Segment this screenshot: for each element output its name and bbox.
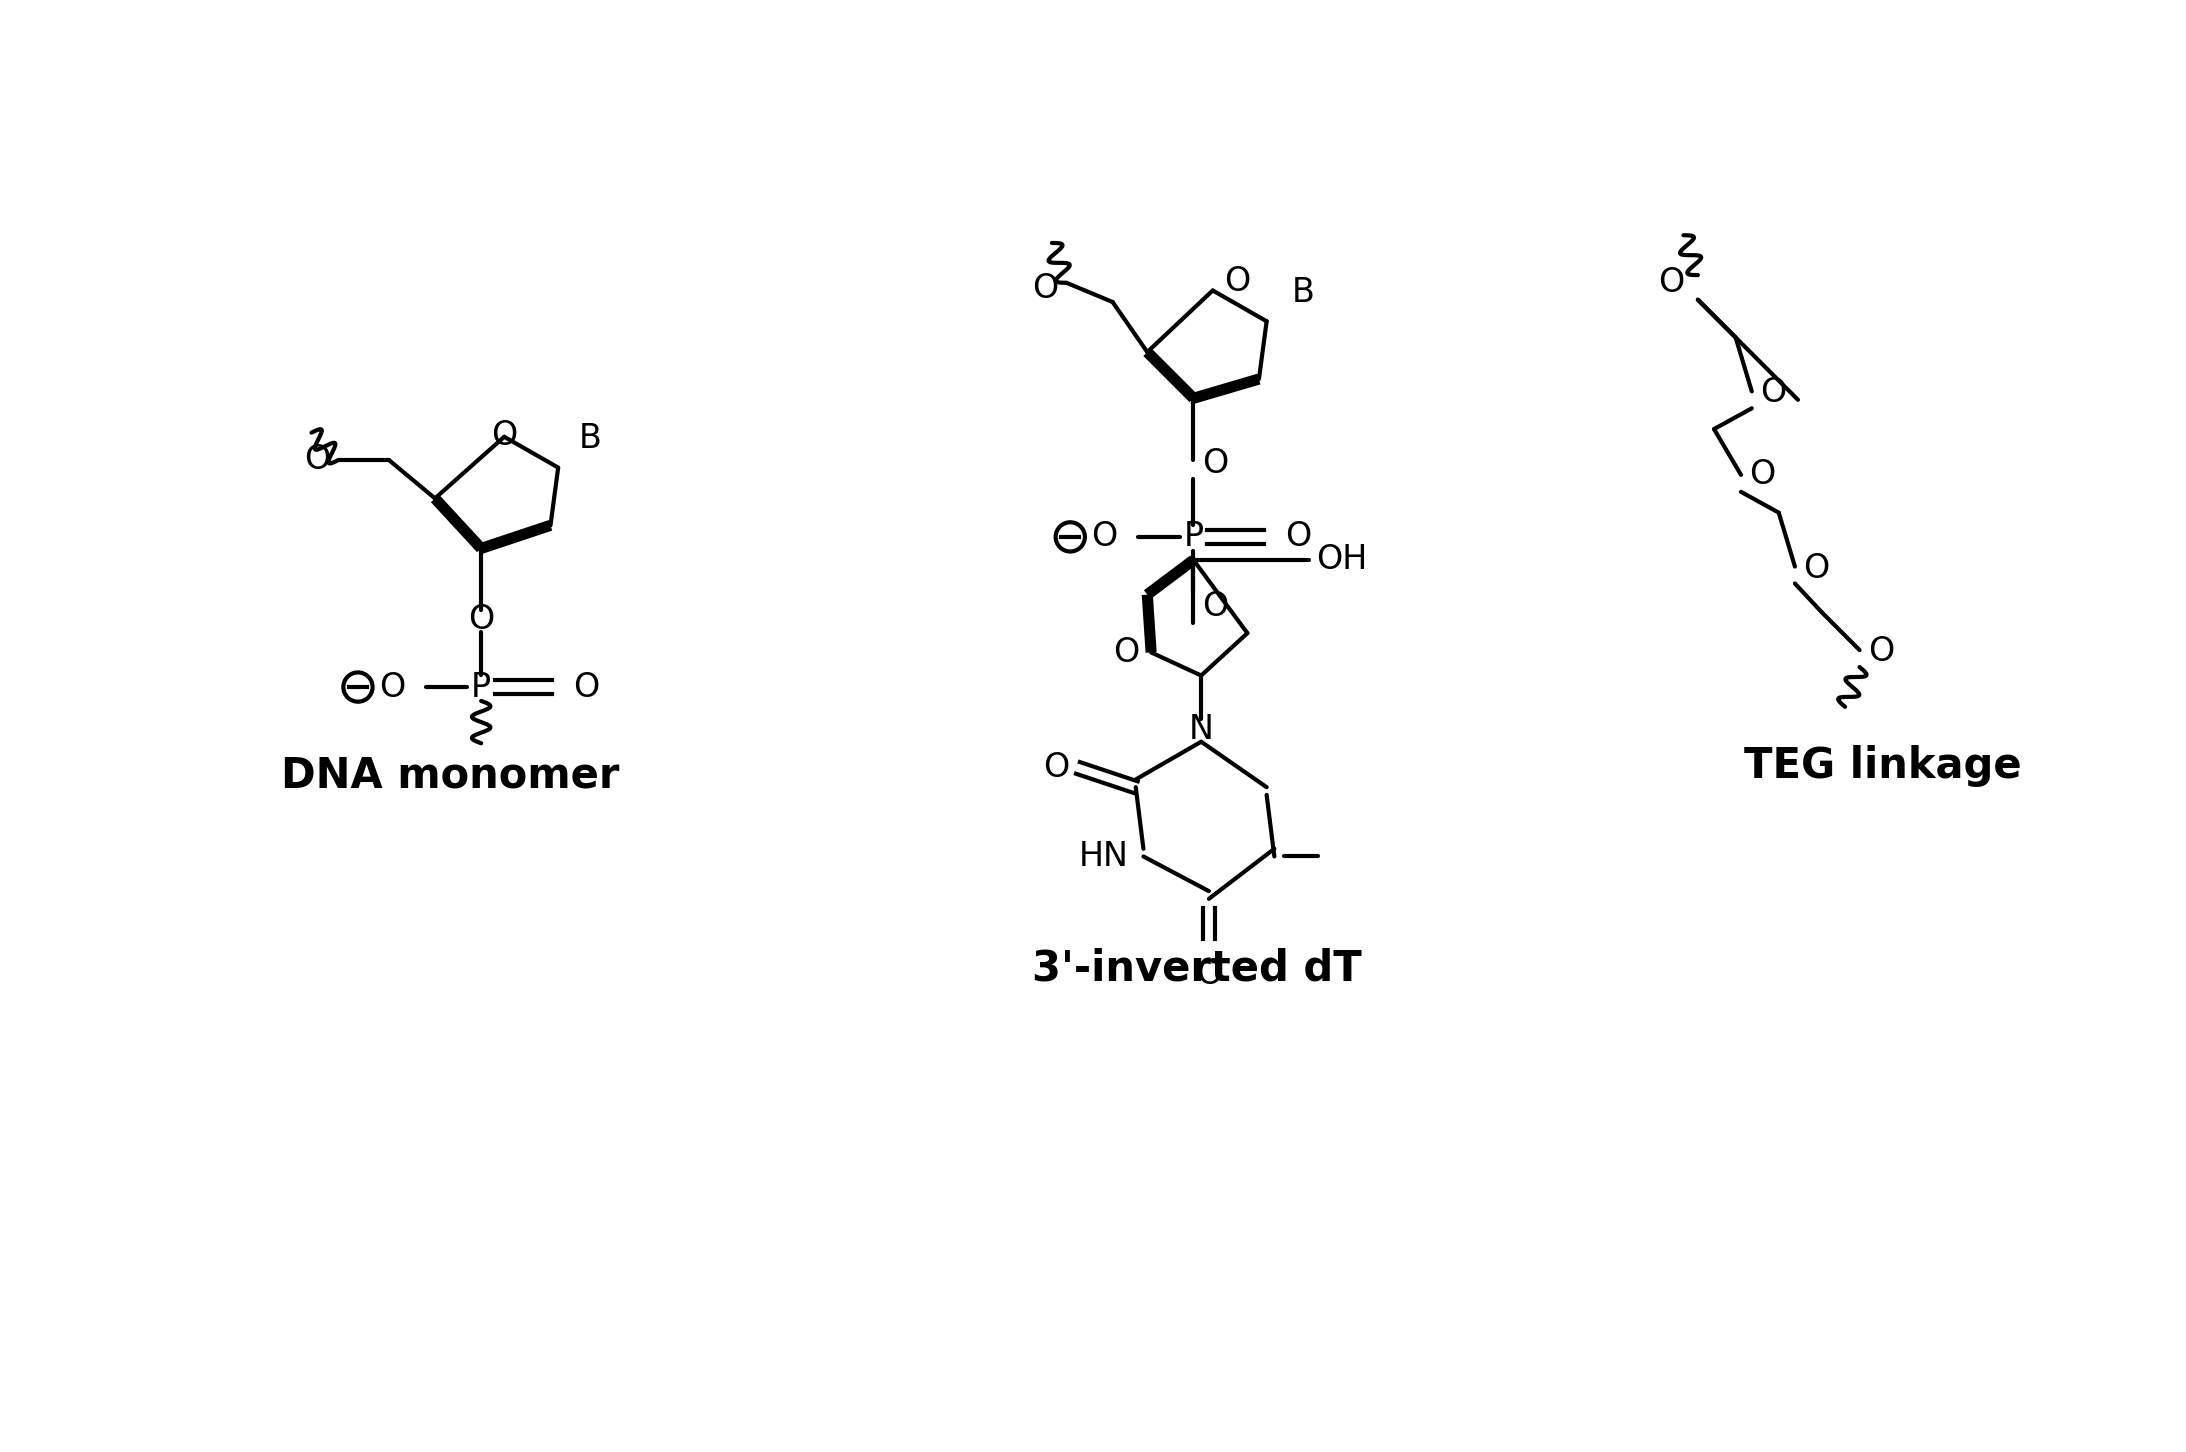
Text: O: O [1091, 520, 1117, 553]
Text: 3'-inverted dT: 3'-inverted dT [1032, 947, 1362, 989]
Text: O: O [1113, 636, 1139, 669]
Text: O: O [1657, 266, 1683, 299]
Text: O: O [304, 443, 330, 476]
Text: O: O [1224, 264, 1250, 298]
Text: O: O [1196, 958, 1222, 990]
Text: O: O [1202, 590, 1229, 623]
Text: TEG linkage: TEG linkage [1744, 745, 2022, 787]
Text: O: O [468, 603, 494, 636]
Text: P: P [1183, 520, 1204, 553]
Text: DNA monomer: DNA monomer [282, 755, 619, 797]
Text: O: O [1749, 459, 1775, 491]
Text: O: O [492, 418, 518, 452]
Text: O: O [1032, 273, 1058, 305]
Text: P: P [472, 671, 492, 704]
Text: O: O [1869, 635, 1895, 668]
Text: B: B [579, 423, 601, 454]
Text: HN: HN [1078, 839, 1128, 873]
Text: O: O [1803, 552, 1830, 585]
Text: O: O [1285, 520, 1312, 553]
Text: OH: OH [1316, 543, 1366, 576]
Text: B: B [1292, 276, 1316, 308]
Text: N: N [1189, 713, 1213, 746]
Text: O: O [573, 671, 599, 704]
Text: O: O [1760, 376, 1786, 409]
Text: O: O [378, 671, 404, 704]
Text: O: O [1202, 447, 1229, 481]
Text: O: O [1043, 752, 1069, 784]
